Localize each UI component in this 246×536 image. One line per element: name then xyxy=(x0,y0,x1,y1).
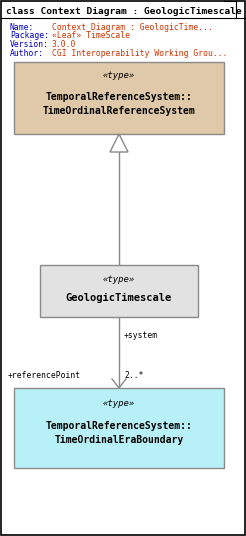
Text: «type»: «type» xyxy=(103,276,135,285)
Text: «type»: «type» xyxy=(103,71,135,79)
Text: TemporalReferenceSystem::
TimeOrdinalReferenceSystem: TemporalReferenceSystem:: TimeOrdinalRef… xyxy=(43,92,195,116)
Bar xyxy=(14,388,224,468)
Bar xyxy=(40,265,198,317)
Text: CGI Interoperability Working Grou...: CGI Interoperability Working Grou... xyxy=(52,48,228,57)
Text: Package:: Package: xyxy=(10,32,49,41)
Text: Version:: Version: xyxy=(10,40,49,49)
Text: «Leaf» TimeScale: «Leaf» TimeScale xyxy=(52,32,130,41)
Text: GeologicTimescale: GeologicTimescale xyxy=(66,293,172,303)
Polygon shape xyxy=(110,134,128,152)
Text: Author:: Author: xyxy=(10,48,44,57)
Text: 3.0.0: 3.0.0 xyxy=(52,40,76,49)
Text: 2..*: 2..* xyxy=(124,371,143,381)
Text: «type»: «type» xyxy=(103,398,135,407)
Text: class Context Diagram : GeologicTimescale: class Context Diagram : GeologicTimescal… xyxy=(6,6,242,16)
Bar xyxy=(14,62,224,134)
Text: Name:: Name: xyxy=(10,23,34,32)
Text: +referencePoint: +referencePoint xyxy=(8,371,81,381)
Text: Context Diagram : GeologicTime...: Context Diagram : GeologicTime... xyxy=(52,23,213,32)
Text: +system: +system xyxy=(124,331,158,339)
Text: TemporalReferenceSystem::
TimeOrdinalEraBoundary: TemporalReferenceSystem:: TimeOrdinalEra… xyxy=(46,421,192,445)
